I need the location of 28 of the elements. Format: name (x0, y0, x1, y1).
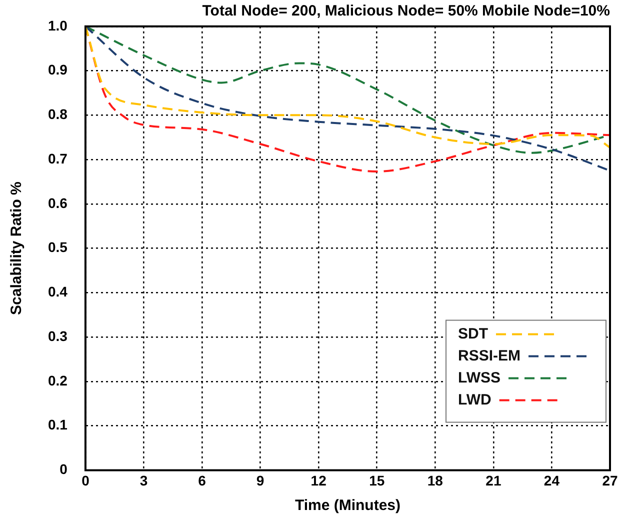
legend-label: LWD (458, 391, 492, 408)
x-tick-label: 24 (544, 472, 560, 488)
y-tick-label: 0.1 (48, 416, 68, 433)
legend-label: LWSS (458, 369, 501, 386)
chart-title: Total Node= 200, Malicious Node= 50% Mobile Node=10% (202, 2, 610, 20)
y-tick-label: 0.5 (48, 239, 68, 256)
legend-label: RSSI-EM (458, 347, 521, 364)
y-tick-label: 0.7 (48, 150, 68, 166)
y-tick-label: 0.3 (48, 328, 68, 344)
y-tick-label: 0.9 (48, 62, 68, 78)
y-tick-label: 0 (60, 461, 68, 478)
x-tick-label: 6 (198, 472, 206, 488)
x-tick-label: 15 (369, 472, 385, 488)
x-tick-label: 27 (602, 472, 618, 488)
y-tick-label: 0.2 (48, 372, 68, 388)
y-axis-title: Scalability Ratio % (8, 182, 26, 315)
x-tick-label: 3 (140, 472, 148, 488)
y-tick-label: 0.6 (48, 194, 68, 211)
legend-label: SDT (458, 325, 488, 342)
y-tick-label: 1.0 (48, 17, 68, 34)
y-tick-label: 0.4 (48, 284, 68, 300)
x-axis-title: Time (Minutes) (294, 497, 401, 514)
x-tick-label: 18 (427, 472, 444, 488)
x-tick-label: 0 (82, 472, 90, 488)
x-tick-label: 9 (256, 472, 264, 488)
y-tick-label: 0.8 (48, 106, 68, 122)
x-tick-label: 12 (310, 472, 327, 488)
x-tick-label: 21 (486, 472, 502, 488)
